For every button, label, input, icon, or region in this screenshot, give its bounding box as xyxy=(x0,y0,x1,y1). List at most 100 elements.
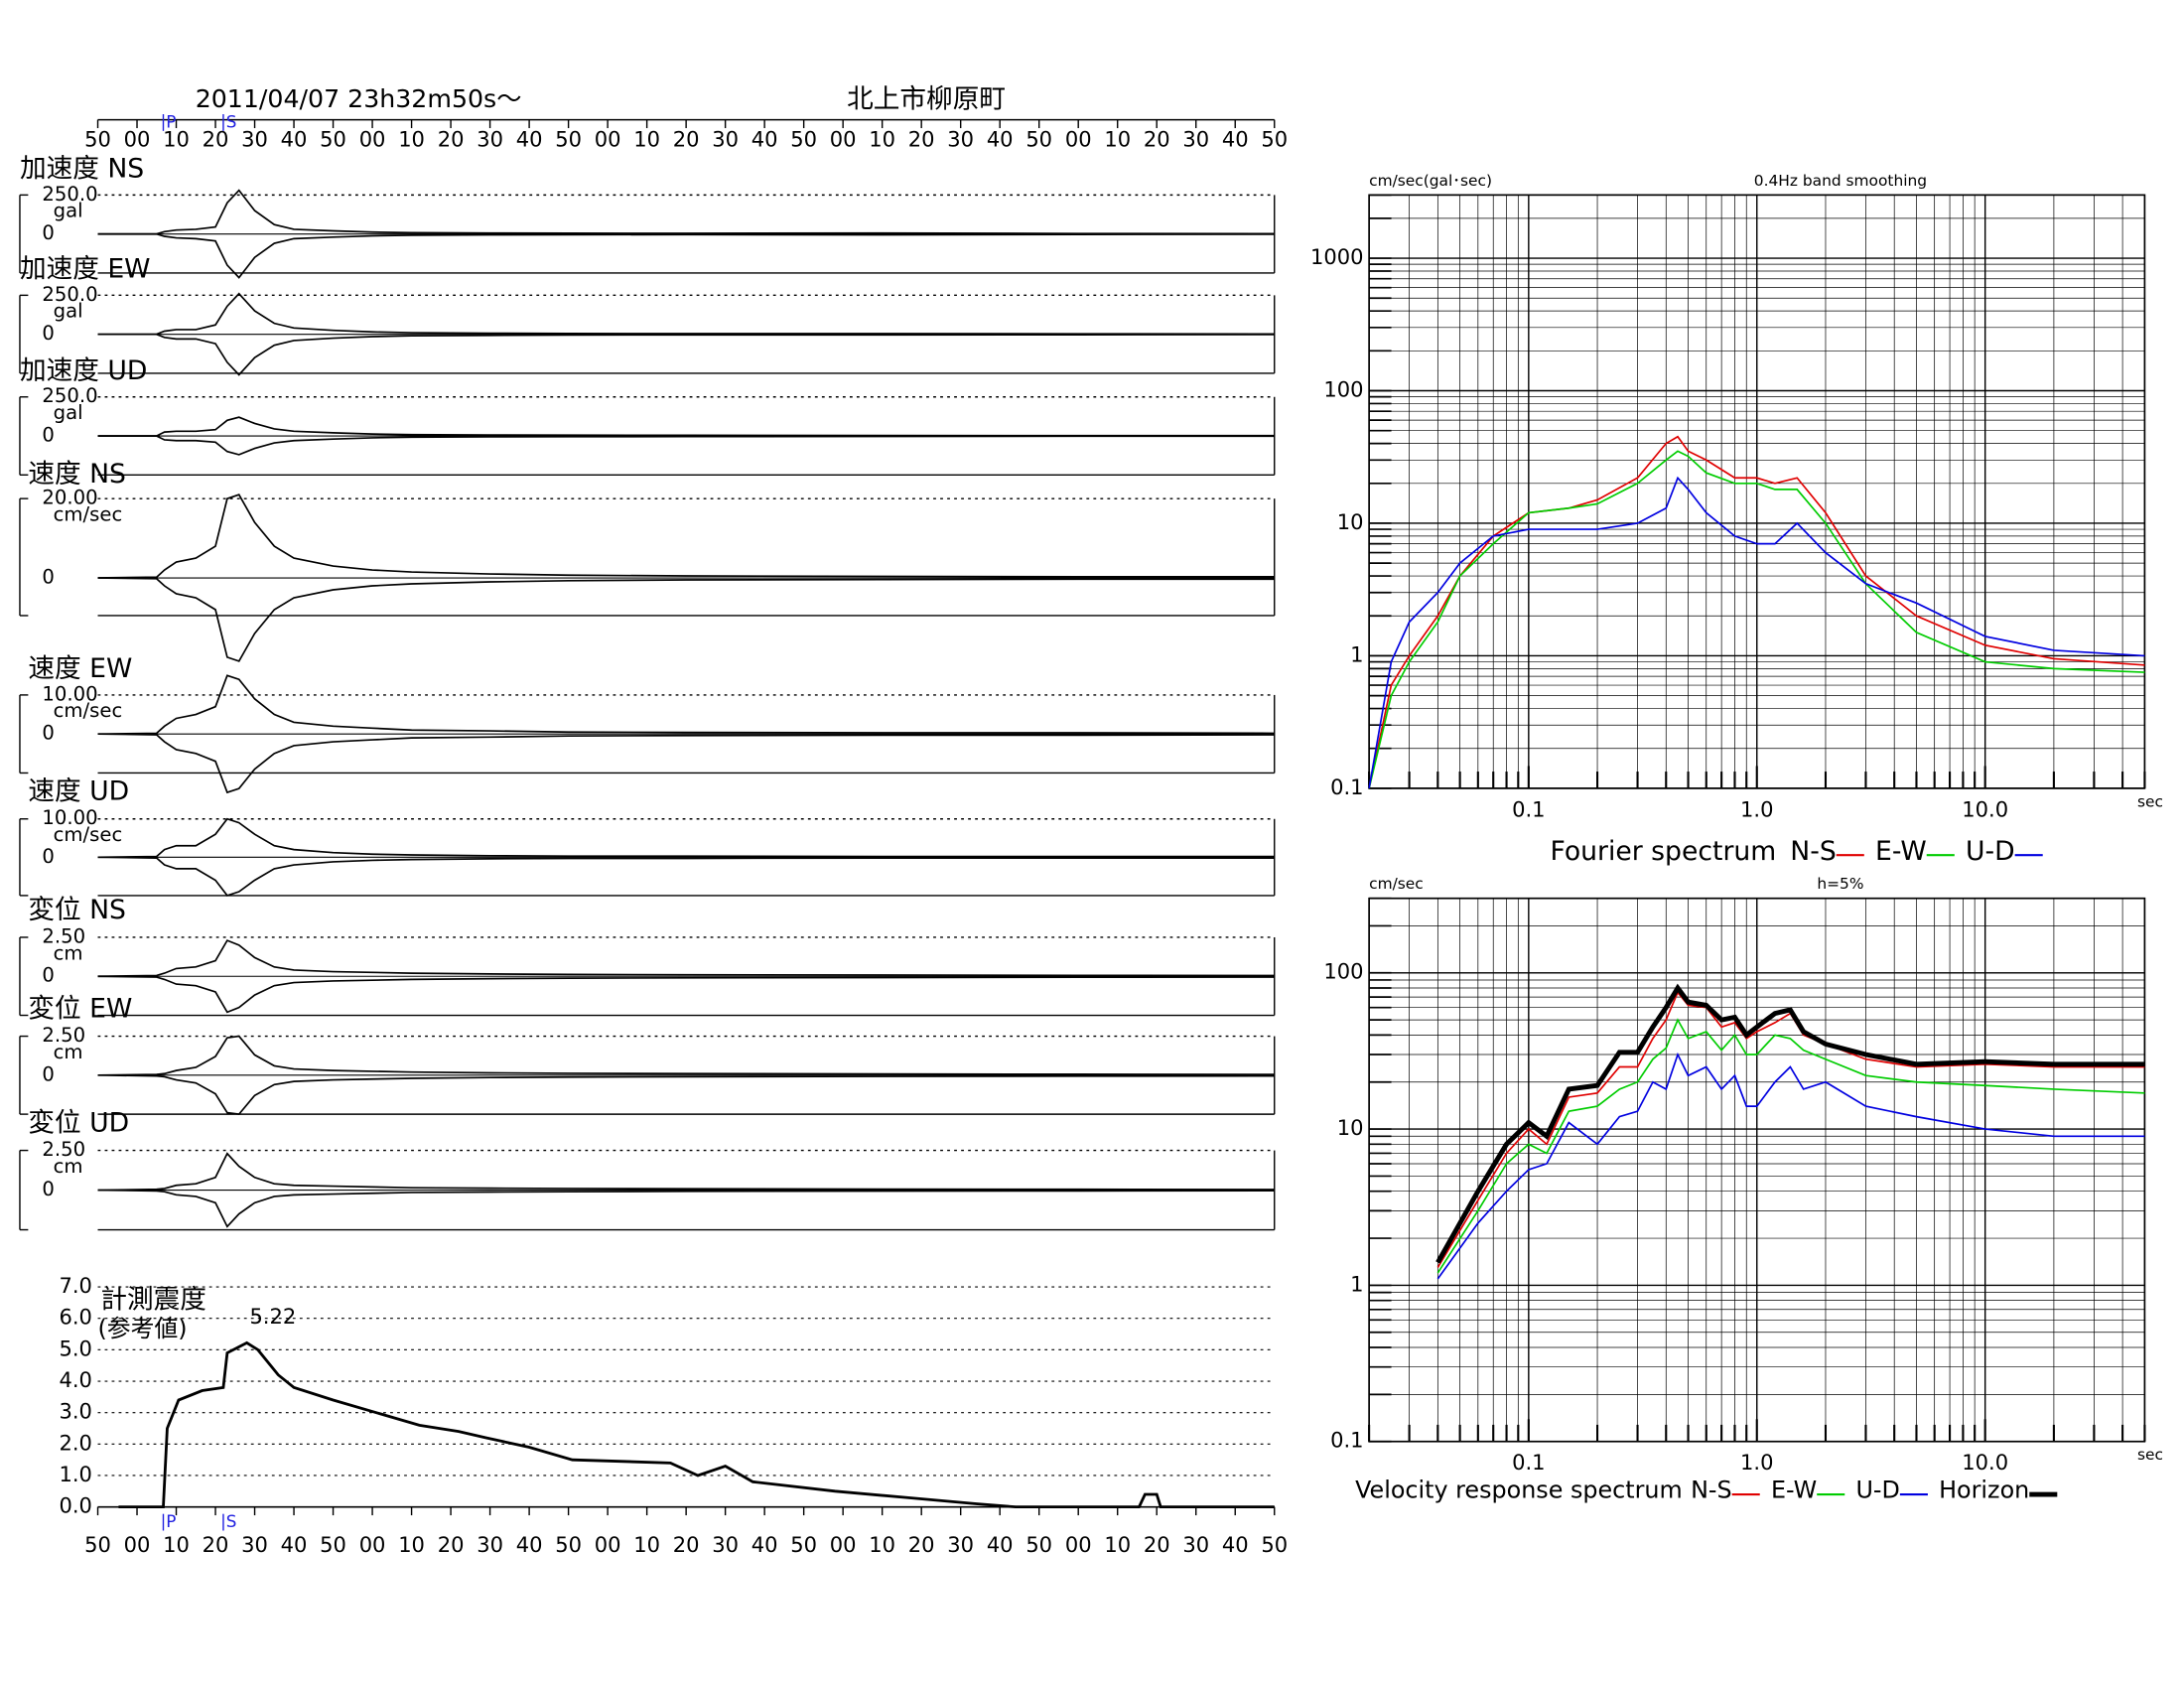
station-name: 北上市柳原町 xyxy=(847,83,1006,114)
y-tick-label: 0 xyxy=(42,1178,55,1200)
legend-label: N-S xyxy=(1691,1477,1732,1504)
panel-title: 変位 EW xyxy=(28,993,132,1024)
unit-label: cm/sec xyxy=(54,502,123,525)
y-tick-label: 10.00 xyxy=(42,682,97,705)
y-tick-label: 250.0 xyxy=(42,283,97,306)
chart-title: 2011/04/07 23h32m50s～ xyxy=(196,84,522,113)
x-tick-label: 50 xyxy=(1261,1532,1288,1557)
y-tick-label: 2.50 xyxy=(42,924,85,947)
x-tick-label: 50 xyxy=(790,127,817,152)
x-tick-label: 10 xyxy=(1104,127,1131,152)
y-tick-label: 6.0 xyxy=(59,1305,91,1330)
x-tick-label: 30 xyxy=(712,127,739,152)
y-tick-label: 0 xyxy=(42,722,55,745)
y-tick-label: 100 xyxy=(1323,959,1363,984)
y-tick-label: 5.0 xyxy=(59,1336,91,1360)
panel-title: 速度 NS xyxy=(28,459,126,490)
y-tick-label: 4.0 xyxy=(59,1367,91,1392)
unit-label: cm/sec xyxy=(54,823,123,846)
x-tick-label: 40 xyxy=(281,1532,308,1557)
y-tick-label: 0.1 xyxy=(1330,774,1363,799)
x-tick-label: 00 xyxy=(830,1532,857,1557)
y-axis-label: cm/sec(gal･sec) xyxy=(1369,172,1492,190)
x-tick-label: 00 xyxy=(830,127,857,152)
x-tick-label: 30 xyxy=(1182,1532,1209,1557)
note: h=5% xyxy=(1817,875,1863,893)
x-tick-label: 40 xyxy=(281,127,308,152)
panel-title: 変位 UD xyxy=(28,1107,129,1138)
x-tick-label: 00 xyxy=(124,1532,151,1557)
panel-title: 速度 UD xyxy=(28,776,129,807)
y-tick-label: 2.50 xyxy=(42,1138,85,1161)
envelope-lower xyxy=(97,1073,1275,1116)
intensity-subtitle: (参考値) xyxy=(98,1315,188,1342)
note: 0.4Hz band smoothing xyxy=(1754,172,1927,190)
y-tick-label: 1 xyxy=(1350,641,1363,666)
intensity-title: 計測震度 xyxy=(100,1285,206,1316)
x-tick-label: 40 xyxy=(516,1532,543,1557)
x-tick-label: 50 xyxy=(1025,1532,1052,1557)
x-tick-label: 00 xyxy=(359,127,386,152)
x-tick-label: 00 xyxy=(595,127,621,152)
envelope-upper xyxy=(97,292,1275,336)
legend-label: E-W xyxy=(1771,1477,1817,1504)
x-tick-label: 50 xyxy=(555,127,582,152)
x-tick-label: 40 xyxy=(987,1532,1014,1557)
x-tick-label: 10 xyxy=(1104,1532,1131,1557)
spectrum-line xyxy=(1436,1018,2145,1274)
legend-label: U-D xyxy=(1855,1477,1899,1504)
plot-frame xyxy=(1368,897,2146,1443)
y-axis-label: cm/sec xyxy=(1369,875,1424,893)
y-tick-label: 0.0 xyxy=(59,1493,91,1518)
envelope-upper xyxy=(97,674,1275,736)
y-tick-label: 10.00 xyxy=(42,806,97,829)
x-tick-label: 20 xyxy=(908,1532,935,1557)
envelope-lower xyxy=(97,975,1275,1014)
legend-label: U-D xyxy=(1966,836,2015,867)
intensity-line xyxy=(118,1340,1275,1509)
y-tick-label: 0 xyxy=(42,221,55,244)
envelope-upper xyxy=(97,817,1275,859)
y-tick-label: 250.0 xyxy=(42,384,97,407)
x-tick-label: 20 xyxy=(908,127,935,152)
x-tick-label: 50 xyxy=(1025,127,1052,152)
x-axis-label: sec xyxy=(2137,1446,2163,1464)
spectrum-line xyxy=(1436,1052,2145,1280)
unit-label: cm xyxy=(54,1041,83,1063)
x-tick-label: 10 xyxy=(633,1532,660,1557)
x-tick-label: 10 xyxy=(398,1532,425,1557)
envelope-lower xyxy=(97,232,1275,279)
y-tick-label: 0 xyxy=(42,566,55,589)
y-tick-label: 100 xyxy=(1323,377,1363,402)
x-tick-label: 20 xyxy=(438,127,465,152)
legend-title: Velocity response spectrum xyxy=(1355,1477,1683,1504)
x-tick-label: 50 xyxy=(790,1532,817,1557)
envelope-lower xyxy=(97,733,1275,794)
x-tick-label: 0.1 xyxy=(1512,1450,1545,1475)
envelope-upper xyxy=(97,939,1275,978)
envelope-lower xyxy=(97,1189,1275,1228)
x-tick-label: 20 xyxy=(673,1532,700,1557)
x-tick-label: 10 xyxy=(398,127,425,152)
y-tick-label: 10 xyxy=(1337,1115,1364,1140)
unit-label: gal xyxy=(54,401,83,424)
x-tick-label: 50 xyxy=(84,1532,111,1557)
panel-title: 加速度 EW xyxy=(20,254,151,285)
unit-label: gal xyxy=(54,200,83,222)
panel-title: 速度 EW xyxy=(28,653,132,684)
x-tick-label: 40 xyxy=(1222,1532,1249,1557)
y-tick-label: 0.1 xyxy=(1330,1428,1363,1453)
panel-title: 加速度 UD xyxy=(20,355,147,386)
x-tick-label: 30 xyxy=(241,127,268,152)
spectrum-line xyxy=(1435,983,2145,1264)
plot-frame xyxy=(1368,194,2146,789)
x-tick-label: 40 xyxy=(751,1532,778,1557)
legend-label: Horizon xyxy=(1939,1477,2029,1504)
x-tick-label: 30 xyxy=(947,1532,974,1557)
x-tick-label: 00 xyxy=(595,1532,621,1557)
x-tick-label: 10 xyxy=(633,127,660,152)
x-tick-label: 10.0 xyxy=(1962,796,2008,821)
x-tick-label: 40 xyxy=(516,127,543,152)
panel-title: 変位 NS xyxy=(28,895,126,925)
